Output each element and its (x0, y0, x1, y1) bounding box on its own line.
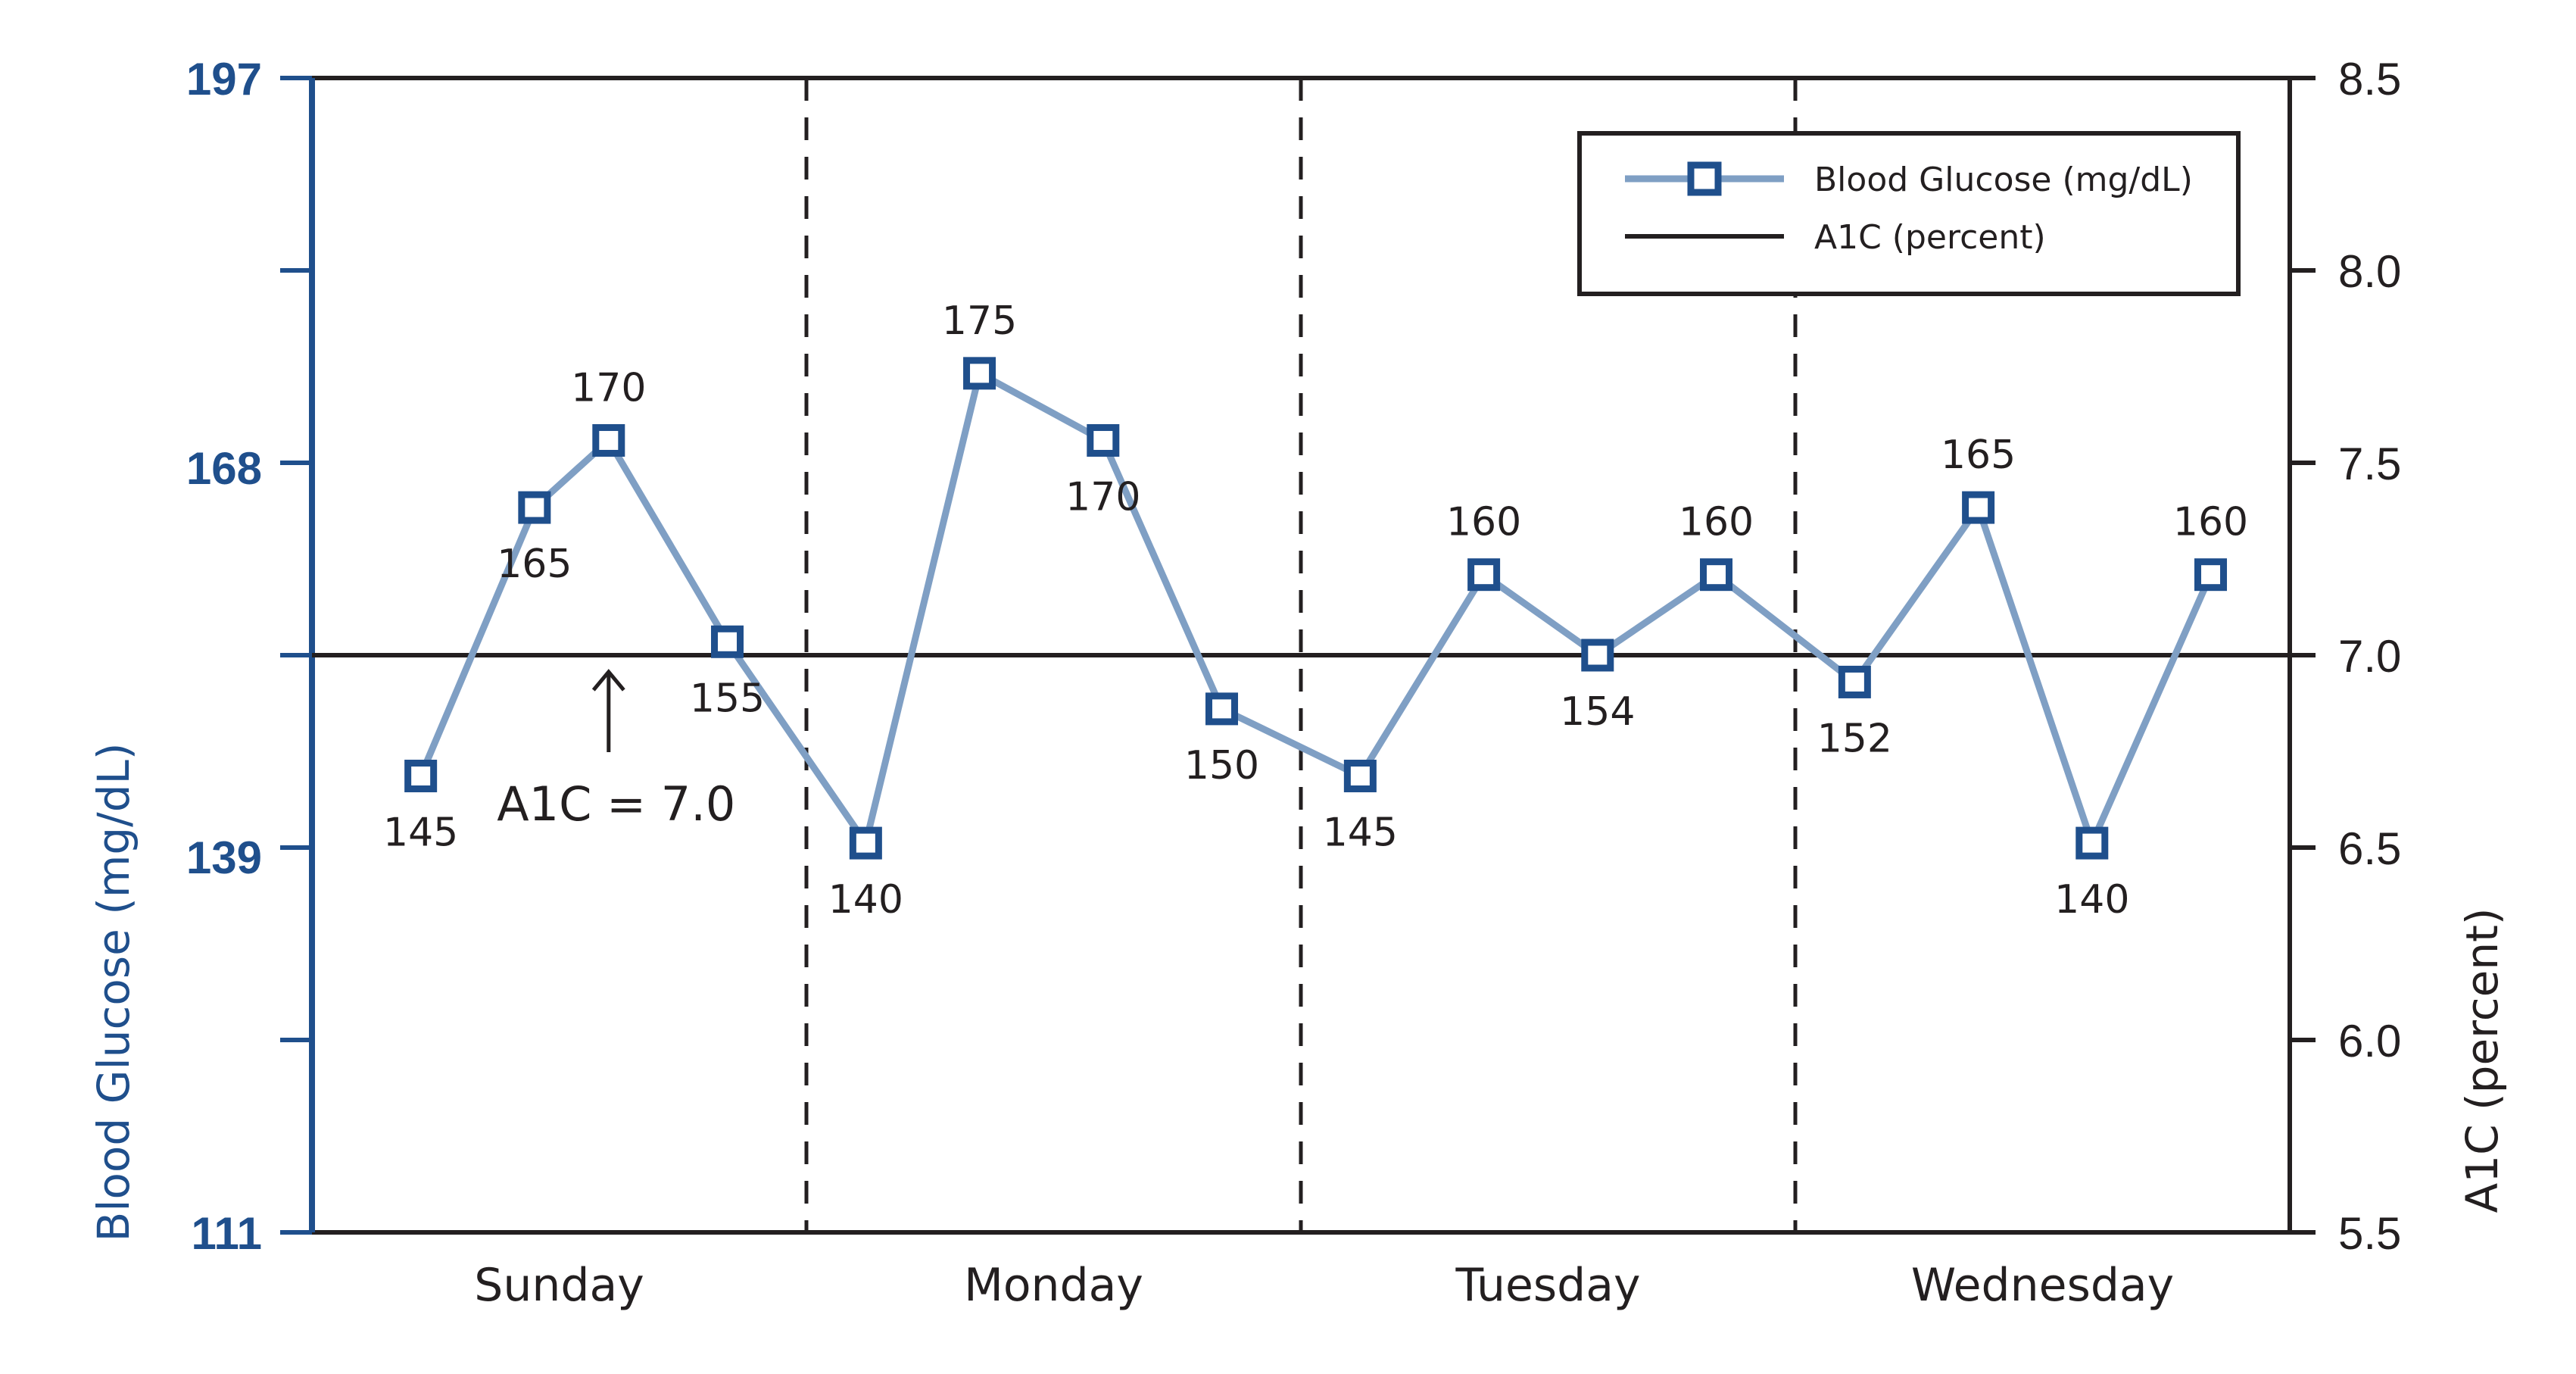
glucose-point (518, 491, 551, 524)
glucose-point (849, 826, 882, 860)
day-label-sunday: Sunday (474, 1259, 644, 1312)
legend-box (1577, 131, 2241, 296)
glucose-point (1700, 558, 1733, 592)
day-label-tuesday: Tuesday (1455, 1259, 1640, 1312)
glucose-point (1087, 423, 1120, 457)
right-tick-label: 5.5 (2338, 1208, 2401, 1259)
glucose-value-label: 175 (942, 298, 1017, 344)
glucose-value-label: 160 (1446, 500, 1521, 545)
glucose-point (1581, 639, 1614, 672)
glucose-value-label: 150 (1184, 743, 1259, 788)
glucose-value-label: 155 (690, 676, 765, 721)
right-axis-ticks: 5.5 6.0 6.5 7.0 7.5 8.0 8.5 (2290, 54, 2401, 1259)
glucose-point (1343, 759, 1377, 792)
right-tick-label: 7.5 (2338, 439, 2401, 489)
right-tick-label: 8.0 (2338, 246, 2401, 297)
left-tick-label: 168 (186, 443, 262, 494)
left-axis-ticks: 111 139 168 197 (186, 54, 312, 1259)
legend-glucose-marker (1687, 161, 1722, 196)
annotation-label: A1C = 7.0 (497, 776, 735, 832)
left-tick-label: 111 (192, 1208, 263, 1259)
glucose-value-label: 170 (1065, 474, 1140, 520)
left-tick-label: 139 (186, 832, 262, 883)
glucose-point (963, 357, 996, 390)
glucose-value-label: 160 (2173, 500, 2248, 545)
right-tick-label: 7.0 (2338, 631, 2401, 682)
legend: Blood Glucose (mg/dL) A1C (percent) (1577, 131, 2241, 296)
a1c-annotation: A1C = 7.0 (497, 669, 735, 832)
glucose-value-label: 165 (1941, 432, 2016, 478)
glucose-point (711, 625, 744, 658)
glucose-value-label: 170 (571, 365, 646, 411)
glucose-value-label: 160 (1679, 500, 1754, 545)
left-axis-title: Blood Glucose (mg/dL) (88, 743, 139, 1242)
day-label-monday: Monday (964, 1259, 1143, 1312)
glucose-layer: 145 165 170 155 140 175 170 150 145 160 154 160 152 1… (383, 298, 2248, 923)
glucose-point (404, 759, 438, 792)
glucose-point (592, 423, 625, 457)
day-label-wednesday: Wednesday (1911, 1259, 2174, 1312)
glucose-value-label: 154 (1560, 689, 1635, 735)
right-axis-title: A1C (percent) (2456, 908, 2508, 1213)
left-tick-label: 197 (186, 54, 262, 105)
right-tick-label: 8.5 (2338, 54, 2401, 105)
day-separators (804, 78, 1798, 1232)
legend-glucose-label: Blood Glucose (mg/dL) (1814, 161, 2193, 199)
glucose-point (1838, 665, 1871, 698)
glucose-value-label: 140 (2054, 877, 2129, 923)
right-tick-label: 6.5 (2338, 823, 2401, 874)
annotation-arrow-head (591, 669, 625, 692)
glucose-value-label: 145 (1323, 810, 1398, 855)
glucose-value-label: 140 (828, 877, 903, 923)
glucose-value-label: 165 (497, 542, 572, 587)
glucose-point (1205, 692, 1239, 726)
legend-a1c-label: A1C (percent) (1814, 218, 2046, 257)
glucose-point (2194, 558, 2228, 592)
glucose-value-label: 152 (1817, 716, 1892, 761)
day-labels: Sunday Monday Tuesday Wednesday (474, 1259, 2174, 1312)
glucose-value-label: 145 (383, 810, 458, 855)
glucose-line (417, 370, 2214, 847)
glucose-point (2075, 826, 2109, 860)
right-tick-label: 6.0 (2338, 1016, 2401, 1066)
glucose-point (1467, 558, 1501, 592)
glucose-point (1962, 491, 1995, 524)
